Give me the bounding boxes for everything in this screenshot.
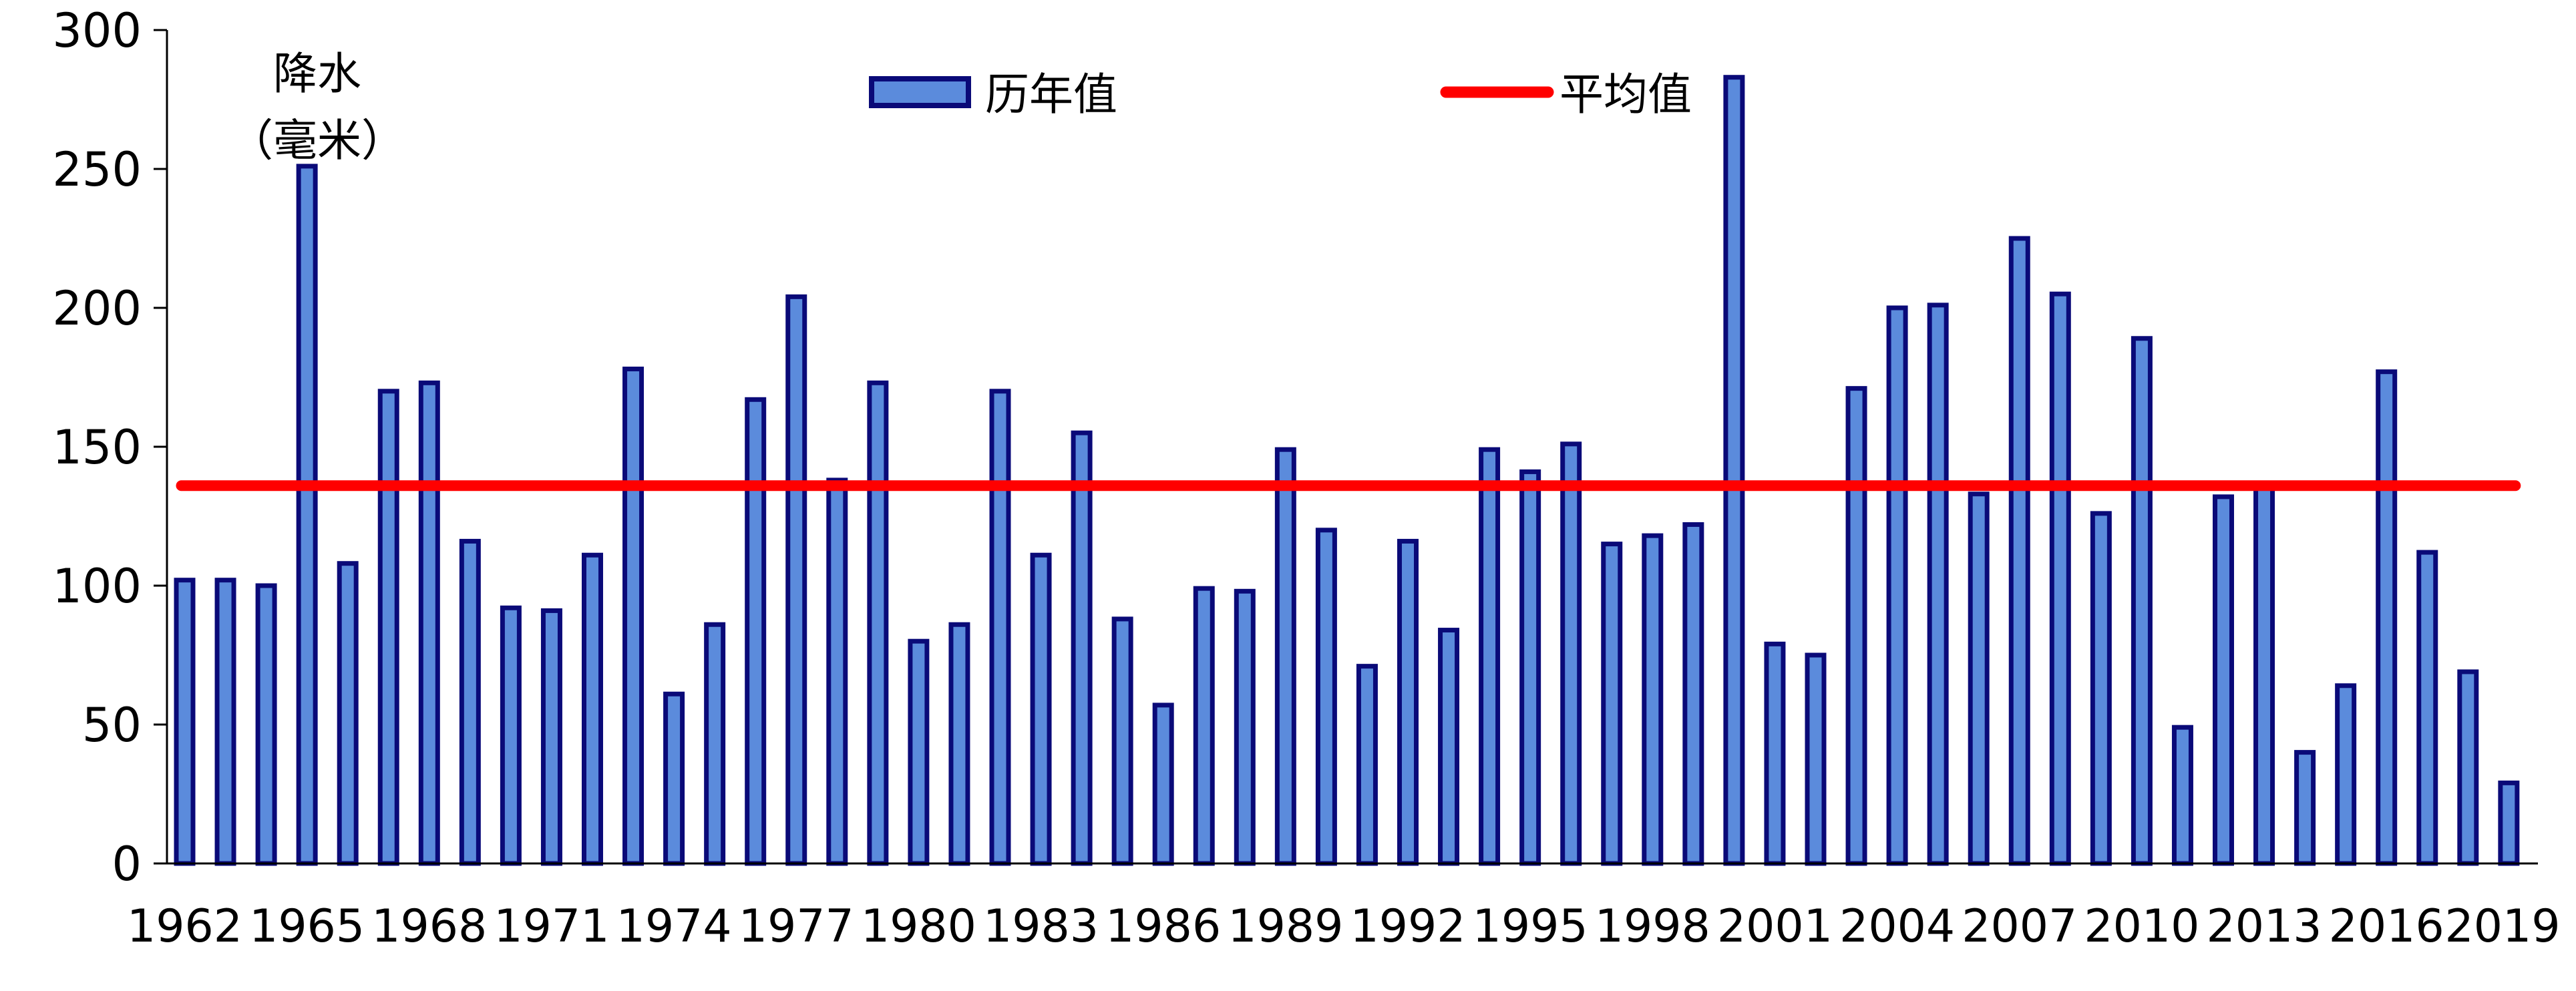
bar-1987 — [1193, 586, 1215, 866]
bar-2010 — [2131, 336, 2153, 866]
bar-2011 — [2171, 725, 2193, 866]
bar-2006 — [1968, 491, 1990, 866]
bar-2008 — [2049, 291, 2071, 866]
bar-1990 — [1315, 528, 1337, 866]
bar-1993 — [1438, 628, 1460, 866]
bar-2005 — [1927, 303, 1949, 866]
bar-2002 — [1805, 652, 1827, 866]
legend: 历年值 平均值 — [869, 69, 1692, 120]
bar-1972 — [582, 552, 603, 866]
bar-2016 — [2376, 369, 2398, 866]
bar-1984 — [1071, 430, 1093, 866]
bars-group — [174, 75, 2520, 866]
bar-2003 — [1845, 386, 1867, 866]
bar-1996 — [1560, 441, 1582, 866]
y-tick-labels: 0 50 100 150 200 250 300 — [52, 3, 142, 891]
bar-1966 — [337, 561, 359, 866]
bar-1981 — [948, 622, 970, 866]
y-tick-label-300: 300 — [52, 3, 142, 58]
bar-1964 — [255, 583, 277, 866]
bar-2012 — [2213, 494, 2234, 866]
bar-1994 — [1479, 447, 1501, 866]
x-tick-label-1962: 1962 — [127, 900, 242, 953]
bar-1982 — [989, 389, 1011, 866]
x-tick-label-1980: 1980 — [861, 900, 976, 953]
bar-2018 — [2457, 669, 2479, 866]
bar-1983 — [1030, 552, 1052, 866]
bar-2001 — [1764, 641, 1786, 866]
bar-1992 — [1397, 538, 1419, 866]
bar-2000 — [1723, 75, 1745, 866]
legend-label-mean: 平均值 — [1559, 69, 1692, 120]
x-tick-label-2004: 2004 — [1839, 900, 1955, 953]
x-tick-label-2016: 2016 — [2329, 900, 2444, 953]
x-tick-label-2019: 2019 — [2444, 900, 2560, 953]
bar-1974 — [663, 691, 685, 866]
y-tick-label-0: 0 — [112, 837, 142, 891]
x-tick-label-1977: 1977 — [739, 900, 854, 953]
x-tick-label-1995: 1995 — [1473, 900, 1588, 953]
y-tick-label-50: 50 — [82, 698, 142, 753]
x-tick-label-2010: 2010 — [2084, 900, 2199, 953]
bar-2009 — [2090, 511, 2112, 866]
bar-1967 — [377, 389, 399, 866]
y-tick-label-150: 150 — [52, 420, 142, 475]
bar-1997 — [1601, 542, 1623, 866]
x-tick-label-2013: 2013 — [2207, 900, 2322, 953]
bar-2019 — [2498, 780, 2520, 866]
bar-1962 — [174, 578, 196, 866]
legend-label-bars: 历年值 — [985, 69, 1117, 120]
bar-1973 — [622, 367, 645, 866]
x-tick-labels: 1962 1965 1968 1971 1974 1977 1980 1983 1986 1989… — [127, 900, 2561, 953]
bar-1971 — [540, 608, 562, 866]
legend-swatch-bars — [869, 76, 971, 108]
bar-1980 — [908, 638, 930, 866]
x-tick-label-1992: 1992 — [1350, 900, 1465, 953]
bar-1978 — [826, 477, 848, 866]
x-tick-label-1965: 1965 — [249, 900, 365, 953]
y-tick-label-200: 200 — [52, 281, 142, 336]
x-tick-label-2001: 2001 — [1717, 900, 1833, 953]
bar-1995 — [1519, 469, 1541, 866]
y-tick-label-100: 100 — [52, 559, 142, 614]
bar-1988 — [1234, 588, 1256, 866]
bar-1979 — [867, 380, 889, 866]
x-tick-label-1983: 1983 — [983, 900, 1099, 953]
bar-1985 — [1111, 616, 1133, 866]
bar-2015 — [2335, 683, 2357, 866]
bar-2014 — [2294, 750, 2316, 866]
x-tick-label-1989: 1989 — [1228, 900, 1343, 953]
bar-1998 — [1642, 533, 1664, 866]
bar-1975 — [704, 622, 726, 866]
bar-1989 — [1274, 447, 1296, 866]
bar-1963 — [214, 578, 236, 866]
y-tick-label-250: 250 — [52, 142, 142, 197]
bar-2007 — [2008, 236, 2030, 866]
bar-1976 — [745, 397, 767, 866]
bar-1986 — [1152, 703, 1174, 866]
y-axis-title-line1: 降水 — [273, 48, 361, 100]
x-tick-label-1971: 1971 — [494, 900, 609, 953]
x-tick-label-1986: 1986 — [1105, 900, 1221, 953]
y-axis-title-line2: （毫米） — [229, 115, 405, 166]
x-tick-label-1974: 1974 — [616, 900, 732, 953]
x-tick-label-2007: 2007 — [1962, 900, 2077, 953]
axes-group — [154, 29, 2538, 865]
bar-1968 — [418, 380, 440, 866]
bar-2017 — [2416, 550, 2438, 866]
x-tick-label-1998: 1998 — [1595, 900, 1710, 953]
bar-2013 — [2253, 485, 2275, 866]
bar-1969 — [459, 538, 481, 866]
bar-1970 — [500, 605, 522, 866]
x-tick-label-1968: 1968 — [371, 900, 487, 953]
bar-1991 — [1356, 664, 1378, 866]
bar-1999 — [1682, 522, 1704, 866]
bar-2004 — [1886, 305, 1908, 866]
bar-1965 — [296, 164, 318, 866]
bar-1977 — [785, 294, 807, 866]
